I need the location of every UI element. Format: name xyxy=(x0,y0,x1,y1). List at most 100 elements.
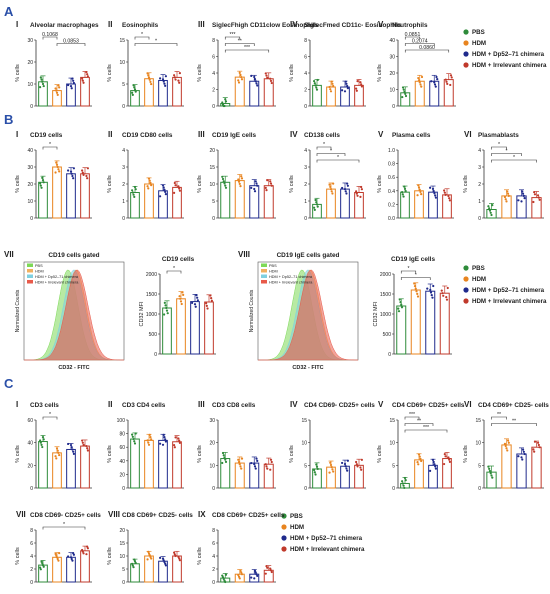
significance-bracket xyxy=(404,43,435,46)
data-point xyxy=(443,453,446,456)
data-point xyxy=(174,184,177,187)
data-point xyxy=(313,208,316,212)
data-point xyxy=(315,203,319,206)
data-point xyxy=(404,94,408,98)
data-point xyxy=(196,296,199,299)
flow-legend-label: HDM + Irrelevant chimera xyxy=(35,281,79,285)
data-point xyxy=(522,194,525,197)
data-point xyxy=(532,448,535,451)
data-point xyxy=(57,559,60,562)
chart-a-iv: IV SiglecFmed CD11c- Eosinophils % cells 0 2… xyxy=(289,20,402,110)
data-point xyxy=(40,78,43,81)
panel-title: Plasma cells xyxy=(392,132,431,139)
data-point xyxy=(314,473,317,476)
y-tick-label: 0.4 xyxy=(388,189,395,195)
y-axis-label: % cells xyxy=(107,445,113,463)
data-point xyxy=(162,433,165,436)
data-point xyxy=(86,73,89,76)
data-point xyxy=(81,77,84,80)
significance-label: * xyxy=(49,142,51,148)
y-tick-label: 15 xyxy=(301,418,307,424)
data-point xyxy=(133,558,136,561)
data-point xyxy=(177,437,180,440)
data-point xyxy=(58,170,61,173)
flow-legend-label: PBS xyxy=(35,264,43,268)
data-point xyxy=(538,446,541,449)
y-axis-label: % cells xyxy=(107,547,113,565)
data-point xyxy=(533,190,536,194)
data-point xyxy=(444,455,447,458)
data-point xyxy=(82,443,85,447)
data-point xyxy=(533,193,537,196)
significance-bracket xyxy=(316,159,360,163)
y-axis-label: % cells xyxy=(197,64,203,82)
data-point xyxy=(521,448,525,451)
panel-numeral: VII xyxy=(4,250,14,259)
data-point xyxy=(360,85,363,88)
panel-title: Alveolar macrophages xyxy=(30,22,99,29)
data-point xyxy=(441,292,444,295)
data-point xyxy=(161,184,165,187)
legend-group-a: PBS HDM HDM + Dp52–71 chimera HDM + Irrelev… xyxy=(463,29,547,69)
data-point xyxy=(532,200,535,204)
data-point xyxy=(346,469,349,472)
data-point xyxy=(418,188,421,191)
data-point xyxy=(503,195,507,199)
section-label-c: C xyxy=(4,376,14,391)
legend-label: HDM + Dp52–71 chimera xyxy=(290,535,363,542)
legend-label: HDM + Irrelevant chimera xyxy=(472,298,547,305)
histogram-area xyxy=(258,269,358,361)
data-point xyxy=(224,580,227,584)
data-point xyxy=(178,441,181,444)
y-tick-label: 0.0 xyxy=(388,216,395,222)
data-point xyxy=(359,81,362,84)
data-point xyxy=(39,568,42,571)
y-axis-label: % cells xyxy=(197,445,203,463)
bar xyxy=(130,438,140,489)
data-point xyxy=(415,290,418,293)
data-point xyxy=(403,185,406,188)
data-point xyxy=(238,71,241,74)
data-point xyxy=(269,79,273,83)
data-point xyxy=(194,305,197,308)
data-point xyxy=(224,100,228,103)
bar xyxy=(396,305,407,355)
data-point xyxy=(250,186,253,190)
panel-title: Plasmablasts xyxy=(478,132,519,139)
data-point xyxy=(147,76,151,79)
data-point xyxy=(70,172,73,175)
flow-legend-swatch xyxy=(261,269,267,273)
data-point xyxy=(165,306,168,310)
bar xyxy=(312,84,322,107)
data-point xyxy=(86,177,89,180)
chart-b-vi: VI Plasmablasts % cells 0 1 2 3 4 * * * xyxy=(463,130,544,222)
significance-bracket xyxy=(166,270,182,274)
data-point xyxy=(239,73,242,77)
data-point xyxy=(240,573,244,576)
data-point xyxy=(503,442,507,445)
bar xyxy=(263,463,274,489)
bar xyxy=(80,76,90,107)
data-point xyxy=(149,555,152,558)
data-point xyxy=(86,447,89,450)
data-point xyxy=(360,188,363,191)
data-point xyxy=(416,295,420,298)
bar xyxy=(414,190,424,219)
significance-bracket xyxy=(42,526,86,530)
y-tick-label: 2000 xyxy=(146,272,157,278)
y-tick-label: 10 xyxy=(389,441,395,447)
panel-numeral: IV xyxy=(290,400,298,409)
data-point xyxy=(420,459,423,463)
bar xyxy=(158,79,168,107)
data-point xyxy=(55,89,58,92)
data-point xyxy=(173,551,176,554)
significance-label: * xyxy=(63,522,65,528)
data-point xyxy=(360,458,363,461)
panel-title: SiglecFmed CD11c- Eosinophils xyxy=(304,22,402,29)
data-point xyxy=(221,175,224,178)
y-tick-label: 20 xyxy=(209,148,215,154)
data-point xyxy=(70,557,73,561)
panel-numeral: II xyxy=(108,400,112,409)
data-point xyxy=(147,177,151,180)
